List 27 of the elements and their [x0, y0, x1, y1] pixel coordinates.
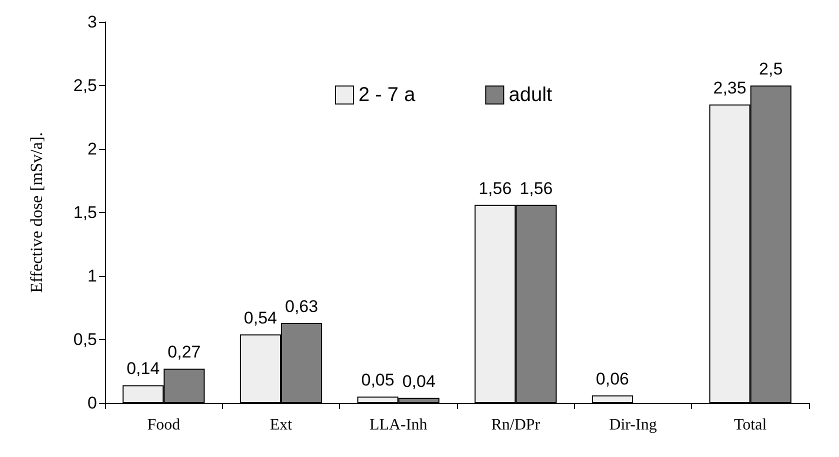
y-tick-label: 2 — [88, 140, 97, 158]
y-tick-label: 3 — [88, 12, 97, 32]
data-label: 0,27 — [168, 342, 201, 362]
data-label: 2,5 — [759, 60, 783, 78]
y-tick-label: 0,5 — [73, 330, 97, 349]
legend-label: 2 - 7 a — [358, 84, 416, 106]
data-label: 0,06 — [596, 369, 630, 388]
x-tick-label: Ext — [270, 416, 293, 434]
data-label: 0,05 — [361, 370, 394, 390]
data-label: 0,54 — [244, 308, 278, 328]
x-tick-label: LLA-Inh — [369, 416, 428, 434]
legend-label: adult — [508, 84, 553, 106]
y-tick-label: 1 — [88, 266, 97, 286]
y-tick-label: 2,5 — [73, 76, 97, 95]
y-tick-label: 1,5 — [73, 203, 97, 222]
x-tick-label: Food — [147, 416, 180, 434]
data-label: 0,04 — [402, 372, 436, 391]
data-label: 1,56 — [520, 178, 553, 198]
x-tick-label: Total — [734, 416, 768, 434]
data-label: 0,63 — [284, 296, 318, 316]
y-axis-title: Effective dose [mSv/a]. — [27, 132, 46, 293]
x-tick-label: Rn/DPr — [491, 416, 541, 434]
x-tick-label: Dir-Ing — [609, 416, 657, 434]
data-label: 2,35 — [713, 78, 746, 98]
data-label: 0,14 — [126, 359, 160, 378]
y-tick-label: 0 — [88, 394, 97, 412]
data-label: 1,56 — [478, 178, 512, 198]
